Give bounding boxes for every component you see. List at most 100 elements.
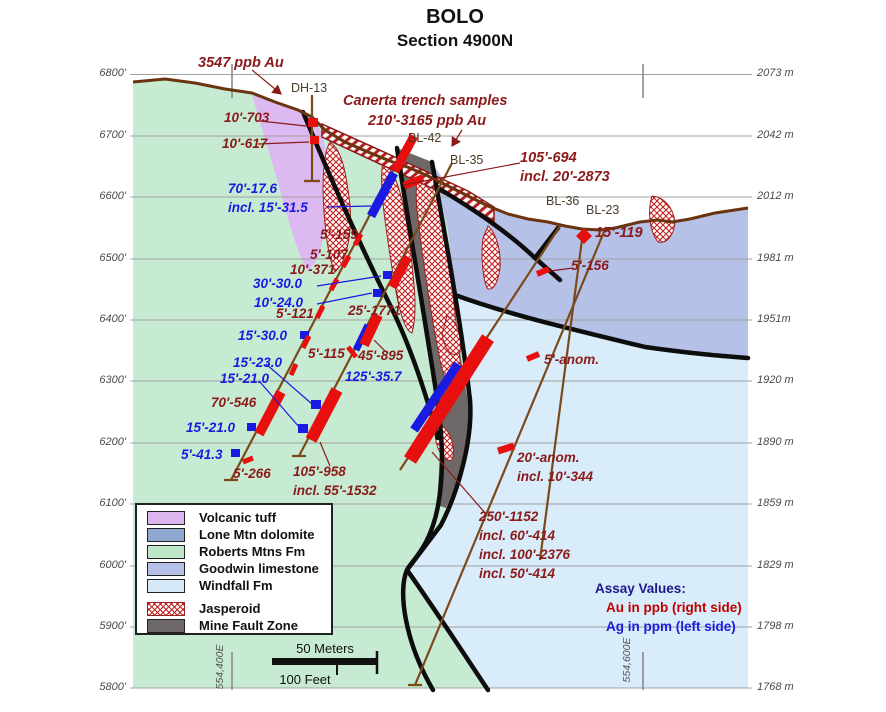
annotation-70-546: 70'-546 <box>211 395 257 410</box>
axis-left-6500: 6500' <box>99 252 126 264</box>
au-leader-lines <box>251 69 574 515</box>
legend-item-jasperoid: Jasperoid <box>147 600 331 617</box>
dh13-assay-squares <box>308 118 592 244</box>
axis-right-2012: 2012 m <box>757 190 794 202</box>
annotation-incl-10-344: incl. 10'-344 <box>517 469 594 484</box>
legend-swatch-lone-mtn <box>147 527 185 542</box>
scale-bar <box>272 651 379 675</box>
axis-left-6200: 6200' <box>99 436 126 448</box>
annotation-105-958: 105'-958 <box>293 464 346 479</box>
axis-left-6800: 6800' <box>99 67 126 79</box>
annotation-5-anom: 5'-anom. <box>544 352 599 367</box>
annotation-25-1771: 25'-1771 <box>348 303 401 318</box>
annotation-20-anom: 20'-anom. <box>517 450 580 465</box>
axis-left-6100: 6100' <box>99 497 126 509</box>
annotation-incl-55-1532: incl. 55'-1532 <box>293 483 377 498</box>
scale-label-feet: 100 Feet <box>279 672 331 687</box>
legend-swatch-roberts-mtns <box>147 544 185 559</box>
legend-item-mine-fault-zone: Mine Fault Zone <box>147 617 331 634</box>
region-windfall <box>407 295 748 688</box>
annotation-5-156: 5'-156 <box>571 258 609 273</box>
axis-left-5900: 5900' <box>99 620 126 632</box>
au-assay-ticks <box>242 232 551 465</box>
annotation-incl-100-2376: incl. 100'-2376 <box>479 547 571 562</box>
axis-right-1951: 1951m <box>757 313 791 325</box>
legend-item-goodwin: Goodwin limestone <box>147 560 331 577</box>
annotation-15-21-0b: 15'-21.0 <box>186 420 235 435</box>
annotation-canerta-1: Canerta trench samples <box>343 93 508 109</box>
easting-label-554400e: 554,400E <box>214 644 226 690</box>
legend-item-lone-mtn: Lone Mtn dolomite <box>147 526 331 543</box>
axis-left-6000: 6000' <box>99 559 126 571</box>
hole-label-bl42: BL-42 <box>408 131 442 145</box>
axis-left-6600: 6600' <box>99 190 126 202</box>
legend-label: Jasperoid <box>199 601 261 616</box>
annotation-15-119: 15'-119 <box>595 225 643 241</box>
scale-label-meters: 50 Meters <box>296 641 354 656</box>
axis-right-1768: 1768 m <box>757 681 794 693</box>
axis-right-2073: 2073 m <box>757 67 794 79</box>
annotation-10-371: 10'-371 <box>290 262 336 277</box>
legend-swatch-mine-fault-zone <box>147 618 185 633</box>
annotation-3547-ppb: 3547 ppb Au <box>198 55 284 71</box>
annotation-5-107: 5'-107 <box>310 247 348 262</box>
easting-label-554600e: 554,600E <box>621 637 633 683</box>
annotation-5-121: 5'-121 <box>276 306 314 321</box>
axis-right-1920: 1920 m <box>757 374 794 386</box>
hole-label-dh13: DH-13 <box>291 81 328 95</box>
ag-interval-squares <box>231 271 392 457</box>
annotation-5-115: 5'-115 <box>308 346 345 361</box>
legend-item-roberts-mtns: Roberts Mtns Fm <box>147 543 331 560</box>
legend-swatch-goodwin <box>147 561 185 576</box>
legend-box: Volcanic tuff Lone Mtn dolomite Roberts … <box>135 503 333 635</box>
assay-key-ag: Ag in ppm (left side) <box>606 619 736 634</box>
legend-swatch-windfall <box>147 578 185 593</box>
legend-item-windfall: Windfall Fm <box>147 577 331 594</box>
annotation-30-30-0: 30'-30.0 <box>253 276 302 291</box>
easting-ticks <box>231 64 644 690</box>
annotation-250-1152: 250'-1152 <box>479 509 539 524</box>
annotation-incl-20-2873: incl. 20'-2873 <box>520 169 610 185</box>
annotation-5-159: 5'-159 <box>320 227 358 242</box>
annotation-125-35-7: 125'-35.7 <box>345 369 402 384</box>
hole-label-bl23: BL-23 <box>586 203 620 217</box>
annotation-5-41-3: 5'-41.3 <box>181 447 223 462</box>
assay-key-au: Au in ppb (right side) <box>606 600 742 615</box>
legend-label: Goodwin limestone <box>199 561 319 576</box>
figure-subtitle: Section 4900N <box>396 31 514 50</box>
surface-line <box>132 77 749 232</box>
annotation-15-21-0a: 15'-21.0 <box>220 371 269 386</box>
annotation-10-617: 10'-617 <box>222 136 268 151</box>
annotation-15-23-0: 15'-23.0 <box>233 355 282 370</box>
annotation-105-694: 105'-694 <box>520 150 577 166</box>
annotation-canerta-2: 210'-3165 ppb Au <box>368 113 487 129</box>
legend-label: Windfall Fm <box>199 578 273 593</box>
legend-label: Volcanic tuff <box>199 510 277 525</box>
legend-label: Lone Mtn dolomite <box>199 527 315 542</box>
annotation-incl-60-414: incl. 60'-414 <box>479 528 556 543</box>
region-lone-mtn-goodwin <box>432 163 748 357</box>
axis-left-6300: 6300' <box>99 374 126 386</box>
annotation-10-24-0: 10'-24.0 <box>254 295 303 310</box>
assay-key-title: Assay Values: <box>595 581 686 596</box>
axis-right-1890: 1890 m <box>757 436 794 448</box>
axis-right-1798: 1798 m <box>757 620 794 632</box>
axis-right-1981: 1981 m <box>757 252 794 264</box>
annotation-15-30-0: 15'-30.0 <box>238 328 287 343</box>
axis-right-2042: 2042 m <box>757 129 794 141</box>
legend-swatch-volcanic-tuff <box>147 510 185 525</box>
legend-swatch-jasperoid <box>147 601 185 616</box>
hole-label-bl35: BL-35 <box>450 153 484 167</box>
annotation-incl-15-31-5: incl. 15'-31.5 <box>228 200 308 215</box>
axis-right-1859: 1859 m <box>757 497 794 509</box>
figure-title: BOLO <box>426 6 484 28</box>
bl23-assay-diamond <box>576 228 592 244</box>
legend-item-volcanic-tuff: Volcanic tuff <box>147 509 331 526</box>
annotation-5-266: 5'-266 <box>233 466 271 481</box>
annotation-45-895: 45'-895 <box>358 348 404 363</box>
annotation-incl-50-414: incl. 50'-414 <box>479 566 556 581</box>
axis-left-5800: 5800' <box>99 681 126 693</box>
axis-left-6700: 6700' <box>99 129 126 141</box>
axis-left-6400: 6400' <box>99 313 126 325</box>
